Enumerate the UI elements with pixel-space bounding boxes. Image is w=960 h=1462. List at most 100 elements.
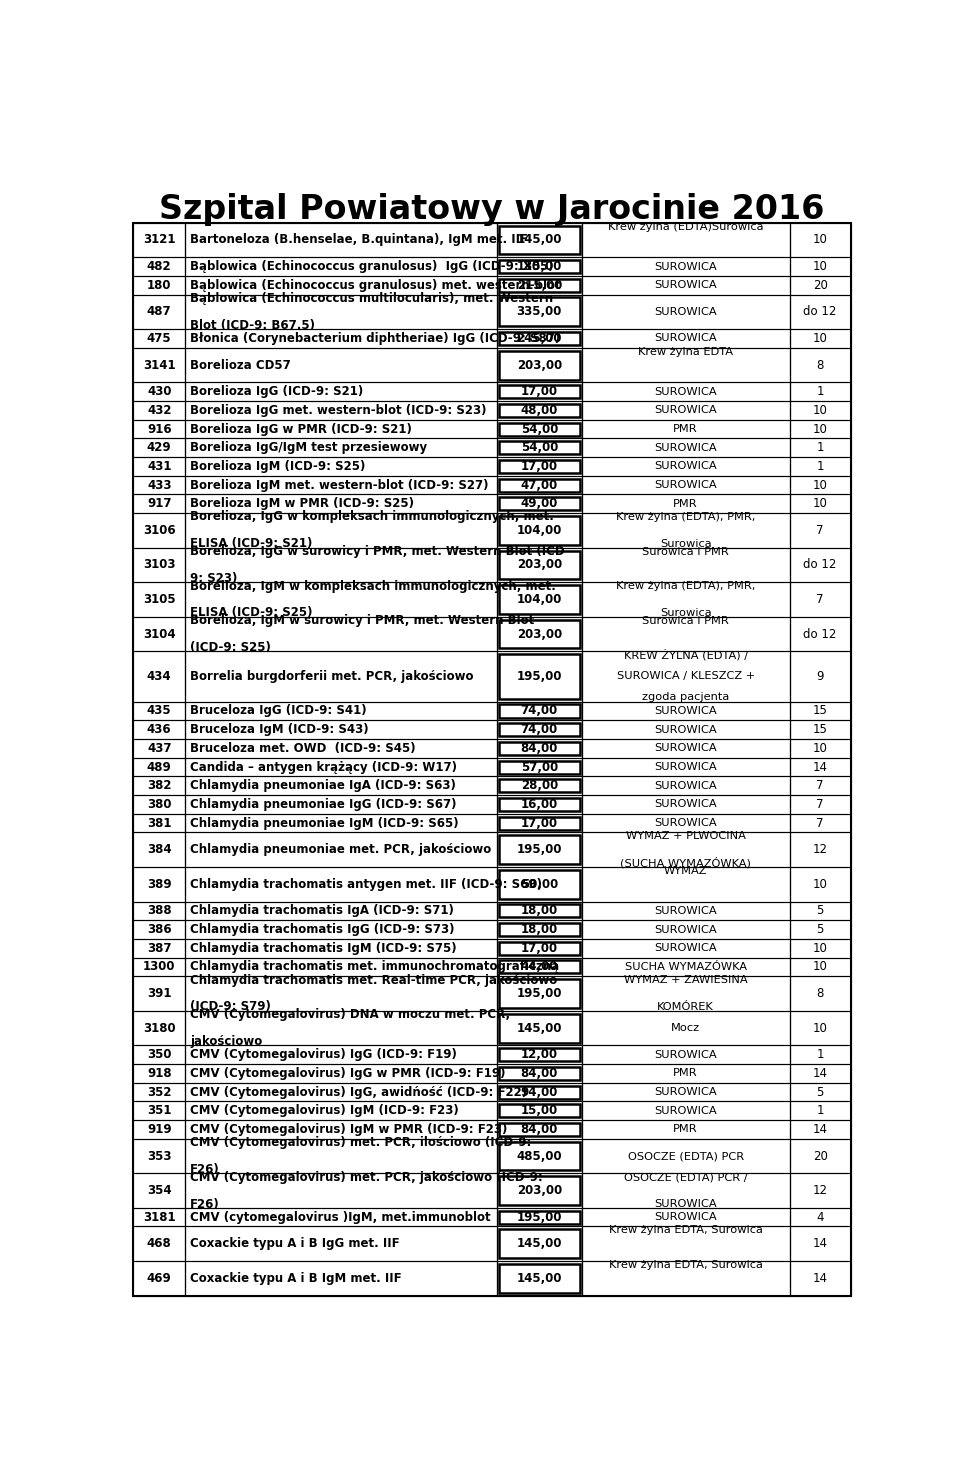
Bar: [582, 548, 790, 582]
Bar: [790, 1101, 851, 1120]
Bar: [497, 867, 582, 902]
Text: Bruceloza met. OWD  (ICD-9: S45): Bruceloza met. OWD (ICD-9: S45): [190, 741, 416, 754]
Text: Chlamydia pneumoniae IgA (ICD-9: S63): Chlamydia pneumoniae IgA (ICD-9: S63): [190, 779, 456, 792]
Bar: [790, 1208, 851, 1227]
Text: Krew żylna EDTA, Surowica: Krew żylna EDTA, Surowica: [609, 1225, 762, 1235]
Bar: [185, 1120, 497, 1139]
Text: 353: 353: [147, 1149, 172, 1162]
Text: 17,00: 17,00: [520, 461, 558, 474]
Bar: [582, 1064, 790, 1083]
Bar: [499, 1013, 580, 1042]
Bar: [790, 475, 851, 494]
Text: 14: 14: [812, 760, 828, 773]
Bar: [497, 738, 582, 757]
Text: Bąblowica (Echinococcus granulosus)  IgG (ICD-9: X05): Bąblowica (Echinococcus granulosus) IgG …: [190, 260, 554, 273]
Text: CMV (cytomegalovirus )IgM, met.immunoblot: CMV (cytomegalovirus )IgM, met.immunoblo…: [190, 1211, 491, 1224]
Bar: [497, 617, 582, 651]
Text: Surowica i PMR: Surowica i PMR: [642, 616, 729, 626]
Text: SUROWICA: SUROWICA: [655, 333, 717, 344]
Bar: [582, 1010, 790, 1045]
Bar: [185, 702, 497, 721]
Bar: [582, 458, 790, 475]
Text: 10: 10: [813, 478, 828, 491]
Text: Krew żylna (EDTA), PMR,: Krew żylna (EDTA), PMR,: [616, 580, 756, 591]
Bar: [790, 295, 851, 329]
Bar: [499, 724, 580, 737]
Bar: [582, 617, 790, 651]
Bar: [790, 776, 851, 795]
Text: SUROWICA: SUROWICA: [655, 405, 717, 415]
Text: PMR: PMR: [673, 499, 698, 509]
Bar: [133, 513, 185, 548]
Bar: [185, 1083, 497, 1101]
Bar: [582, 1045, 790, 1064]
Text: do 12: do 12: [804, 306, 837, 319]
Text: 468: 468: [147, 1237, 172, 1250]
Text: 145,00: 145,00: [516, 234, 563, 247]
Text: 1300: 1300: [143, 961, 176, 974]
Text: 203,00: 203,00: [516, 1184, 562, 1197]
Text: 195,00: 195,00: [516, 987, 563, 1000]
Bar: [133, 832, 185, 867]
Text: 4: 4: [816, 1211, 824, 1224]
Text: 7: 7: [816, 779, 824, 792]
Bar: [582, 939, 790, 958]
Bar: [790, 257, 851, 276]
Text: 354: 354: [147, 1184, 172, 1197]
Text: Coxackie typu A i B IgG met. IIF: Coxackie typu A i B IgG met. IIF: [190, 1237, 400, 1250]
Bar: [497, 721, 582, 738]
Text: WYMAZ + PLWOCINA: WYMAZ + PLWOCINA: [626, 832, 746, 841]
Bar: [133, 795, 185, 814]
Text: 487: 487: [147, 306, 172, 319]
Bar: [499, 1048, 580, 1061]
Bar: [133, 1139, 185, 1174]
Text: 3181: 3181: [143, 1211, 176, 1224]
Text: 1: 1: [816, 385, 824, 398]
Text: Borelioza, IgM w kompleksach immunologicznych, met.: Borelioza, IgM w kompleksach immunologic…: [190, 579, 556, 592]
Text: KREW ŻYLNA (EDTA) /: KREW ŻYLNA (EDTA) /: [624, 651, 748, 662]
Text: do 12: do 12: [804, 558, 837, 572]
Bar: [790, 1174, 851, 1208]
Text: SUCHA WYMAZÓWKA: SUCHA WYMAZÓWKA: [625, 962, 747, 972]
Bar: [790, 1064, 851, 1083]
Bar: [497, 329, 582, 348]
Bar: [582, 383, 790, 401]
Text: Surowica: Surowica: [660, 539, 711, 548]
Text: 437: 437: [147, 741, 172, 754]
Bar: [185, 257, 497, 276]
Text: 74,00: 74,00: [520, 724, 558, 737]
Bar: [497, 920, 582, 939]
Bar: [499, 779, 580, 792]
Bar: [185, 1064, 497, 1083]
Bar: [497, 348, 582, 383]
Bar: [133, 958, 185, 977]
Bar: [582, 494, 790, 513]
Text: WYMAZ: WYMAZ: [664, 866, 708, 876]
Text: 1: 1: [816, 1048, 824, 1061]
Bar: [582, 1083, 790, 1101]
Bar: [790, 494, 851, 513]
Bar: [133, 548, 185, 582]
Text: SUROWICA: SUROWICA: [655, 462, 717, 471]
Bar: [133, 257, 185, 276]
Bar: [133, 475, 185, 494]
Text: Borelioza IgG/IgM test przesiewowy: Borelioza IgG/IgM test przesiewowy: [190, 442, 427, 455]
Bar: [499, 654, 580, 699]
Bar: [497, 702, 582, 721]
Bar: [133, 494, 185, 513]
Bar: [499, 961, 580, 974]
Bar: [790, 738, 851, 757]
Text: Chlamydia pneumoniae met. PCR, jakościowo: Chlamydia pneumoniae met. PCR, jakościow…: [190, 844, 492, 857]
Bar: [497, 222, 582, 257]
Text: 5: 5: [816, 923, 824, 936]
Text: 3103: 3103: [143, 558, 176, 572]
Text: 15: 15: [813, 705, 828, 718]
Text: 335,00: 335,00: [516, 306, 562, 319]
Bar: [133, 1045, 185, 1064]
Text: 351: 351: [147, 1104, 172, 1117]
Text: SUROWICA: SUROWICA: [655, 706, 717, 716]
Text: 7: 7: [816, 817, 824, 829]
Text: 17,00: 17,00: [520, 385, 558, 398]
Bar: [499, 516, 580, 545]
Text: Szpital Powiatowy w Jarocinie 2016: Szpital Powiatowy w Jarocinie 2016: [159, 193, 825, 227]
